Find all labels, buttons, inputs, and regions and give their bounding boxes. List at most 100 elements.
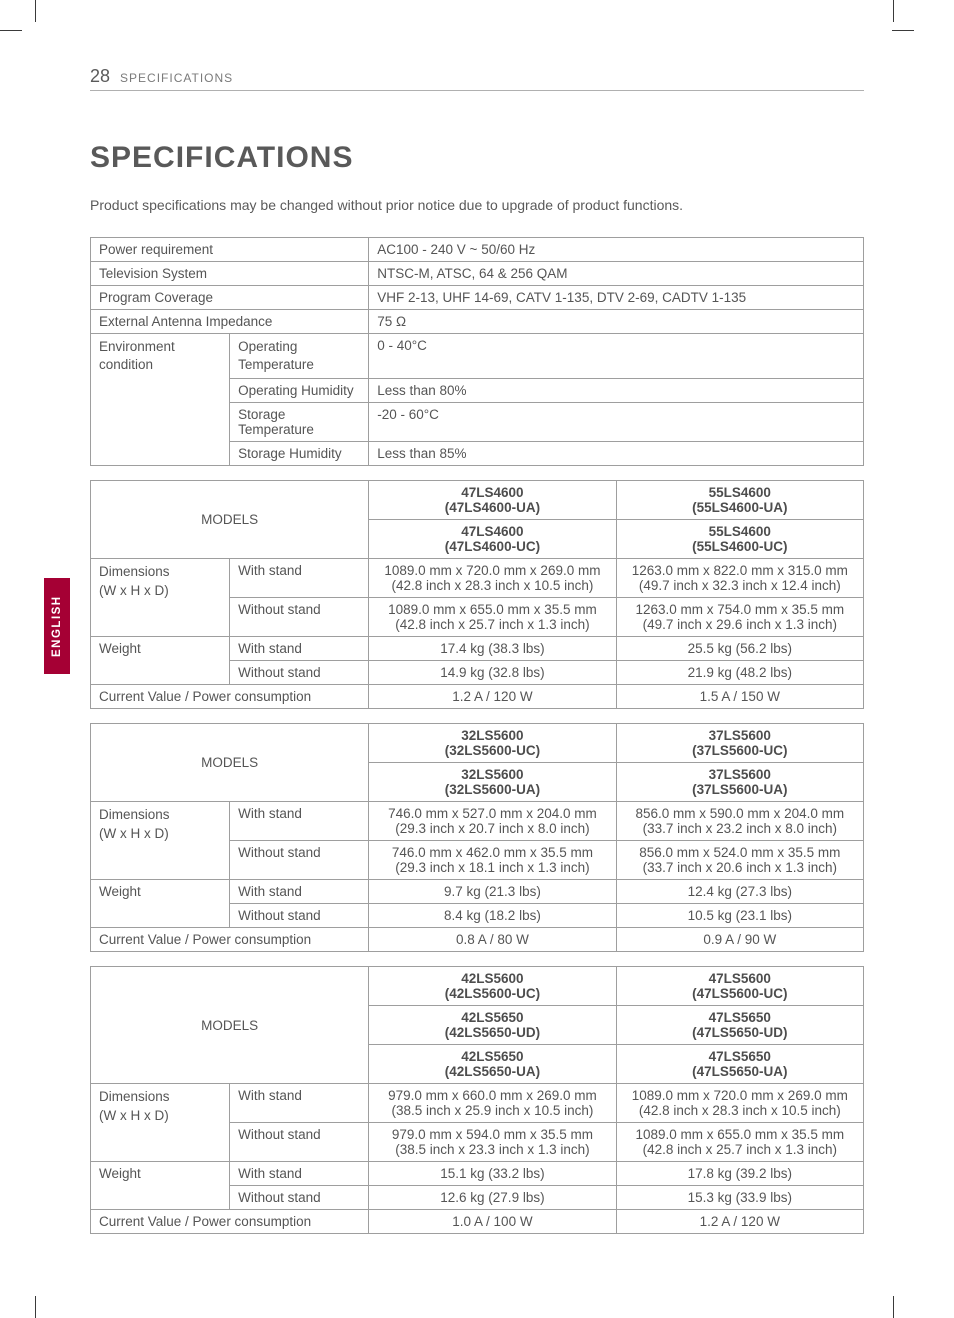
table-row: MODELS 47LS4600(47LS4600-UA) 55LS4600(55…	[91, 481, 864, 520]
cell-value: 17.8 kg (39.2 lbs)	[616, 1162, 863, 1186]
cell-value: 12.6 kg (27.9 lbs)	[369, 1186, 616, 1210]
models-header: MODELS	[91, 967, 369, 1084]
header-title: SPECIFICATIONS	[120, 71, 233, 85]
model-id: 47LS5600(47LS5600-UC)	[616, 967, 863, 1006]
cell-label: Operating Humidity	[230, 379, 369, 403]
cell-value: 17.4 kg (38.3 lbs)	[369, 637, 616, 661]
language-side-tab: ENGLISH	[44, 578, 70, 674]
cell-value: 1.0 A / 100 W	[369, 1210, 616, 1234]
page-number: 28	[90, 66, 110, 87]
env-label: Environment condition	[91, 334, 230, 466]
table-row: Current Value / Power consumption 1.0 A …	[91, 1210, 864, 1234]
model-id: 55LS4600(55LS4600-UA)	[616, 481, 863, 520]
crop-mark	[893, 0, 894, 22]
cell-label: Storage Humidity	[230, 442, 369, 466]
cell-value: 746.0 mm x 527.0 mm x 204.0 mm(29.3 inch…	[369, 802, 616, 841]
model-id: 42LS5650(42LS5650-UA)	[369, 1045, 616, 1084]
dims-label: Dimensions(W x H x D)	[91, 1084, 230, 1162]
power-label: Current Value / Power consumption	[91, 928, 369, 952]
model-table-1: MODELS 47LS4600(47LS4600-UA) 55LS4600(55…	[90, 480, 864, 709]
cell-value: 10.5 kg (23.1 lbs)	[616, 904, 863, 928]
page-title: SPECIFICATIONS	[90, 141, 864, 175]
crop-mark	[892, 30, 914, 31]
power-label: Current Value / Power consumption	[91, 685, 369, 709]
cell-value: NTSC-M, ATSC, 64 & 256 QAM	[369, 262, 864, 286]
cell-value: 14.9 kg (32.8 lbs)	[369, 661, 616, 685]
crop-mark	[35, 0, 36, 22]
cell-value: 21.9 kg (48.2 lbs)	[616, 661, 863, 685]
cell-label: External Antenna Impedance	[91, 310, 369, 334]
cell-value: 75 Ω	[369, 310, 864, 334]
cell-label: Storage Temperature	[230, 403, 369, 442]
models-header: MODELS	[91, 481, 369, 559]
model-table-3: MODELS 42LS5600(42LS5600-UC) 47LS5600(47…	[90, 966, 864, 1234]
model-id: 37LS5600(37LS5600-UC)	[616, 724, 863, 763]
table-row: Dimensions(W x H x D) With stand 1089.0 …	[91, 559, 864, 598]
table-row: MODELS 42LS5600(42LS5600-UC) 47LS5600(47…	[91, 967, 864, 1006]
weight-label: Weight	[91, 637, 230, 685]
crop-mark	[893, 1296, 894, 1318]
model-id: 47LS4600(47LS4600-UC)	[369, 520, 616, 559]
cell-value: VHF 2-13, UHF 14-69, CATV 1-135, DTV 2-6…	[369, 286, 864, 310]
cell-value: 1.5 A / 150 W	[616, 685, 863, 709]
cell-value: 1089.0 mm x 655.0 mm x 35.5 mm(42.8 inch…	[369, 598, 616, 637]
cell-label: Program Coverage	[91, 286, 369, 310]
cell-label: With stand	[230, 559, 369, 598]
table-row: Weight With stand 17.4 kg (38.3 lbs) 25.…	[91, 637, 864, 661]
cell-value: 1089.0 mm x 720.0 mm x 269.0 mm(42.8 inc…	[369, 559, 616, 598]
cell-value: 1.2 A / 120 W	[369, 685, 616, 709]
table-row: MODELS 32LS5600(32LS5600-UC) 37LS5600(37…	[91, 724, 864, 763]
model-id: 42LS5600(42LS5600-UC)	[369, 967, 616, 1006]
models-header: MODELS	[91, 724, 369, 802]
cell-value: 25.5 kg (56.2 lbs)	[616, 637, 863, 661]
dims-label: Dimensions(W x H x D)	[91, 802, 230, 880]
cell-label: Without stand	[230, 1186, 369, 1210]
cell-label: Without stand	[230, 598, 369, 637]
cell-value: 1263.0 mm x 822.0 mm x 315.0 mm(49.7 inc…	[616, 559, 863, 598]
cell-label: Without stand	[230, 841, 369, 880]
crop-mark	[35, 1296, 36, 1318]
table-row: Television SystemNTSC-M, ATSC, 64 & 256 …	[91, 262, 864, 286]
cell-label: With stand	[230, 1084, 369, 1123]
model-id: 32LS5600(32LS5600-UC)	[369, 724, 616, 763]
cell-label: With stand	[230, 802, 369, 841]
cell-value: 979.0 mm x 660.0 mm x 269.0 mm(38.5 inch…	[369, 1084, 616, 1123]
dims-label: Dimensions(W x H x D)	[91, 559, 230, 637]
intro-text: Product specifications may be changed wi…	[90, 197, 864, 213]
cell-value: 856.0 mm x 524.0 mm x 35.5 mm(33.7 inch …	[616, 841, 863, 880]
table-row: Power requirementAC100 - 240 V ~ 50/60 H…	[91, 238, 864, 262]
cell-value: AC100 - 240 V ~ 50/60 Hz	[369, 238, 864, 262]
cell-label: Operating Temperature	[230, 334, 369, 379]
page: ENGLISH 28 SPECIFICATIONS SPECIFICATIONS…	[0, 0, 954, 1318]
cell-value: -20 - 60°C	[369, 403, 864, 442]
table-row: Program CoverageVHF 2-13, UHF 14-69, CAT…	[91, 286, 864, 310]
cell-value: 746.0 mm x 462.0 mm x 35.5 mm(29.3 inch …	[369, 841, 616, 880]
table-row: Current Value / Power consumption 1.2 A …	[91, 685, 864, 709]
general-spec-table: Power requirementAC100 - 240 V ~ 50/60 H…	[90, 237, 864, 466]
table-row: Current Value / Power consumption 0.8 A …	[91, 928, 864, 952]
cell-value: 15.3 kg (33.9 lbs)	[616, 1186, 863, 1210]
cell-label: Without stand	[230, 904, 369, 928]
cell-value: 1089.0 mm x 655.0 mm x 35.5 mm(42.8 inch…	[616, 1123, 863, 1162]
cell-value: 12.4 kg (27.3 lbs)	[616, 880, 863, 904]
cell-label: Without stand	[230, 1123, 369, 1162]
table-row: Environment condition Operating Temperat…	[91, 334, 864, 379]
cell-value: 1263.0 mm x 754.0 mm x 35.5 mm(49.7 inch…	[616, 598, 863, 637]
cell-value: 1089.0 mm x 720.0 mm x 269.0 mm(42.8 inc…	[616, 1084, 863, 1123]
cell-value: 1.2 A / 120 W	[616, 1210, 863, 1234]
table-row: External Antenna Impedance75 Ω	[91, 310, 864, 334]
cell-value: Less than 80%	[369, 379, 864, 403]
cell-value: 0 - 40°C	[369, 334, 864, 379]
model-id: 47LS5650(47LS5650-UD)	[616, 1006, 863, 1045]
model-id: 37LS5600(37LS5600-UA)	[616, 763, 863, 802]
cell-label: Television System	[91, 262, 369, 286]
cell-value: 979.0 mm x 594.0 mm x 35.5 mm(38.5 inch …	[369, 1123, 616, 1162]
cell-value: 0.8 A / 80 W	[369, 928, 616, 952]
crop-mark	[0, 30, 22, 31]
cell-value: 15.1 kg (33.2 lbs)	[369, 1162, 616, 1186]
cell-value: Less than 85%	[369, 442, 864, 466]
weight-label: Weight	[91, 1162, 230, 1210]
model-table-2: MODELS 32LS5600(32LS5600-UC) 37LS5600(37…	[90, 723, 864, 952]
table-row: Weight With stand 9.7 kg (21.3 lbs) 12.4…	[91, 880, 864, 904]
cell-value: 856.0 mm x 590.0 mm x 204.0 mm(33.7 inch…	[616, 802, 863, 841]
